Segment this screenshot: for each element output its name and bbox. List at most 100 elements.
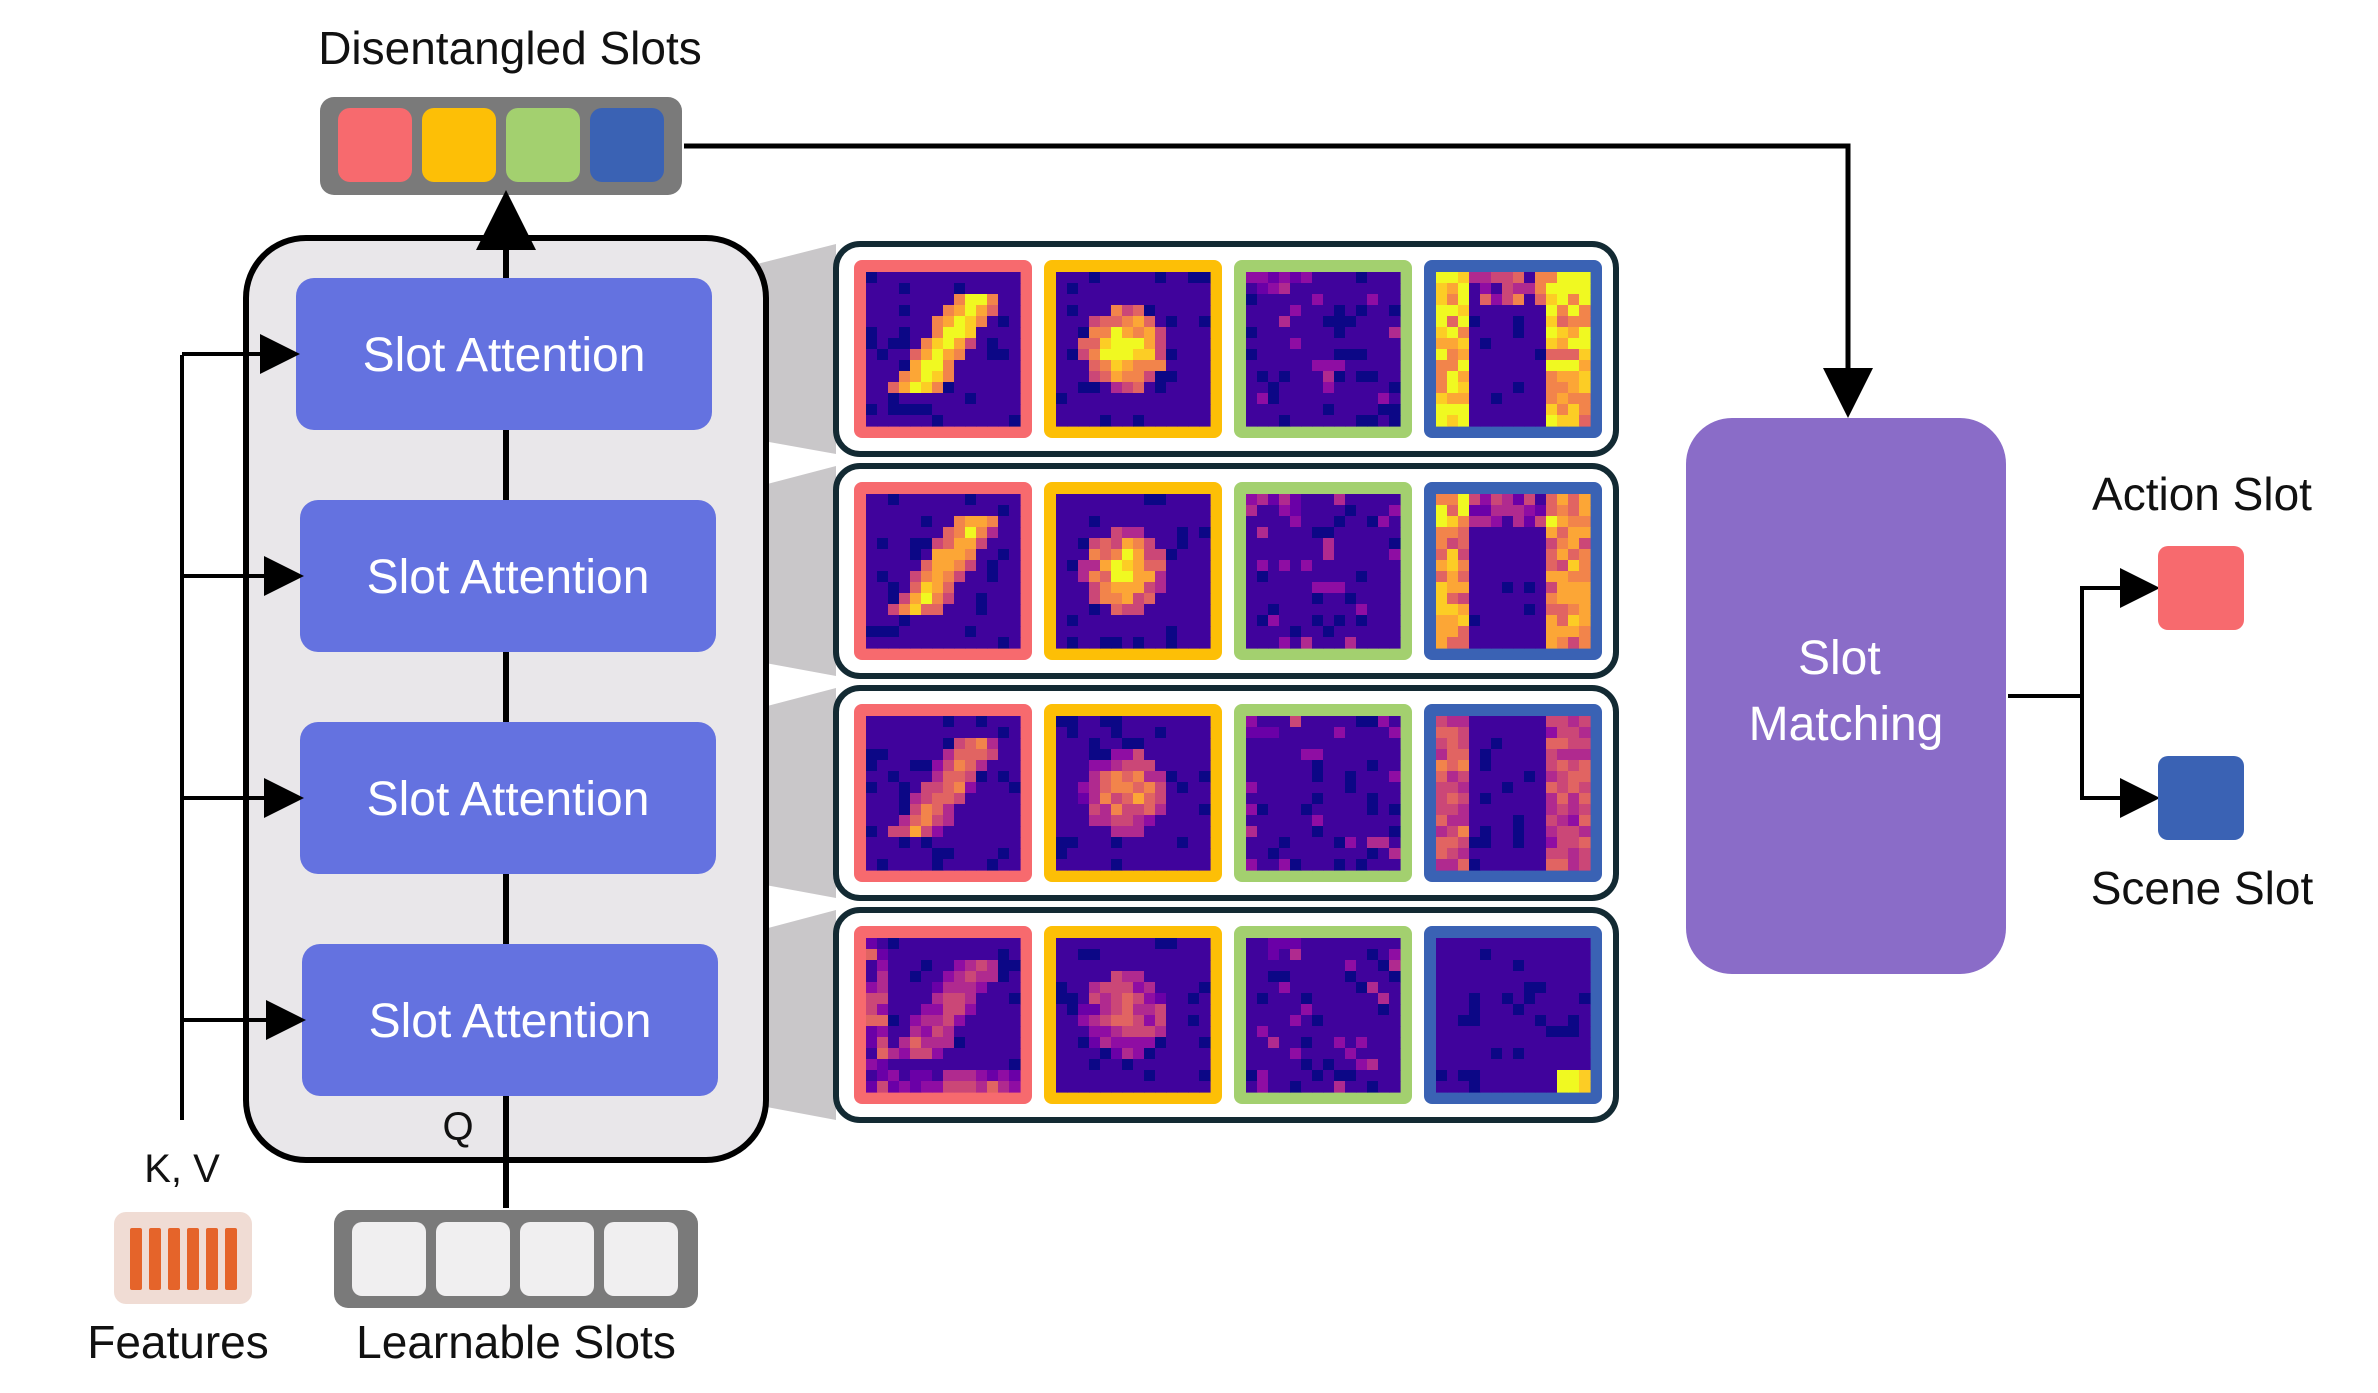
attention-cell xyxy=(1166,1037,1178,1049)
attention-cell xyxy=(899,960,911,972)
attention-cell xyxy=(1155,560,1167,572)
attention-cell xyxy=(921,272,933,284)
attention-cell xyxy=(1144,960,1156,972)
attention-cell xyxy=(1458,815,1470,827)
attention-cell xyxy=(1345,727,1357,739)
attention-cell xyxy=(1246,494,1258,506)
attention-cell xyxy=(1502,938,1514,950)
attention-cell xyxy=(1356,626,1368,638)
attention-cell xyxy=(932,604,944,616)
attention-cell xyxy=(921,960,933,972)
attention-cell xyxy=(1111,738,1123,750)
attention-cell xyxy=(976,738,988,750)
attention-cell xyxy=(866,571,878,583)
attention-cell xyxy=(1524,716,1536,728)
attention-cell xyxy=(1312,782,1324,794)
attention-cell xyxy=(1491,993,1503,1005)
attention-cell xyxy=(1155,549,1167,561)
attention-cell xyxy=(877,571,889,583)
attention-cell xyxy=(987,338,999,350)
attention-cell xyxy=(899,327,911,339)
attention-cell xyxy=(1469,360,1481,372)
attention-cell xyxy=(1546,1081,1558,1093)
attention-cell xyxy=(1078,571,1090,583)
attention-cell xyxy=(1535,494,1547,506)
attention-cell xyxy=(1312,848,1324,860)
attention-map xyxy=(1436,494,1591,649)
attention-cell xyxy=(1378,749,1390,761)
attention-cell xyxy=(877,993,889,1005)
attention-cell xyxy=(1056,1081,1068,1093)
attention-cell xyxy=(1290,826,1302,838)
attention-cell xyxy=(1056,949,1068,961)
feature-bars xyxy=(130,1228,237,1290)
attention-cell xyxy=(1290,793,1302,805)
attention-cell xyxy=(1177,560,1189,572)
attention-cell xyxy=(1535,371,1547,383)
attention-cell xyxy=(932,826,944,838)
attention-cell xyxy=(1334,938,1346,950)
attention-cell xyxy=(1579,316,1591,328)
attention-cell xyxy=(1345,415,1357,427)
attention-cell xyxy=(1166,760,1178,772)
attention-cell xyxy=(1100,1081,1112,1093)
attention-cell xyxy=(976,582,988,594)
attention-cell xyxy=(976,771,988,783)
attention-cell xyxy=(1188,971,1200,983)
attention-cell xyxy=(1133,782,1145,794)
attention-cell xyxy=(965,749,977,761)
attention-cell xyxy=(1279,938,1291,950)
disentangled-slot-green xyxy=(506,108,580,182)
attention-cell xyxy=(877,505,889,517)
attention-cell xyxy=(987,1004,999,1016)
attention-cell xyxy=(1268,615,1280,627)
attention-cell xyxy=(1155,538,1167,550)
attention-cell xyxy=(1524,815,1536,827)
attention-cell xyxy=(866,938,878,950)
attention-cell xyxy=(1166,349,1178,361)
attention-cell xyxy=(1155,516,1167,528)
attention-cell xyxy=(1524,571,1536,583)
attention-cell xyxy=(1469,982,1481,994)
attention-cell xyxy=(1367,1048,1379,1060)
attention-cell xyxy=(910,338,922,350)
attention-cell xyxy=(1133,804,1145,816)
attention-cell xyxy=(976,415,988,427)
attention-cell xyxy=(1144,571,1156,583)
attention-cell xyxy=(899,305,911,317)
attention-cell xyxy=(1144,793,1156,805)
attention-cell xyxy=(1513,327,1525,339)
attention-cell xyxy=(1389,371,1401,383)
attention-cell xyxy=(877,549,889,561)
attention-cell xyxy=(1469,382,1481,394)
attention-cell xyxy=(1290,1026,1302,1038)
attention-cell xyxy=(1568,538,1580,550)
attention-cell xyxy=(1067,1037,1079,1049)
attention-cell xyxy=(976,1026,988,1038)
attention-cell xyxy=(1279,848,1291,860)
attention-cell xyxy=(1133,571,1145,583)
attention-cell xyxy=(877,727,889,739)
attention-cell xyxy=(1367,582,1379,594)
attention-cell xyxy=(1089,760,1101,772)
attention-cell xyxy=(1166,826,1178,838)
attention-cell xyxy=(1502,538,1514,550)
attention-cell xyxy=(1188,538,1200,550)
attention-cell xyxy=(1458,615,1470,627)
attention-cell xyxy=(1513,848,1525,860)
feature-bar xyxy=(187,1228,199,1290)
attention-cell xyxy=(910,1081,922,1093)
attention-cell xyxy=(1579,382,1591,394)
attention-cell xyxy=(976,327,988,339)
attention-cell xyxy=(1111,782,1123,794)
attention-cell xyxy=(1199,826,1211,838)
attention-cell xyxy=(1155,771,1167,783)
attention-cell xyxy=(1524,837,1536,849)
attention-cell xyxy=(1323,771,1335,783)
attention-cell xyxy=(1257,294,1269,306)
attention-cell xyxy=(1177,549,1189,561)
attention-cell xyxy=(866,749,878,761)
attention-cell xyxy=(1546,1037,1558,1049)
attention-cell xyxy=(1436,859,1448,871)
attention-cell xyxy=(987,615,999,627)
